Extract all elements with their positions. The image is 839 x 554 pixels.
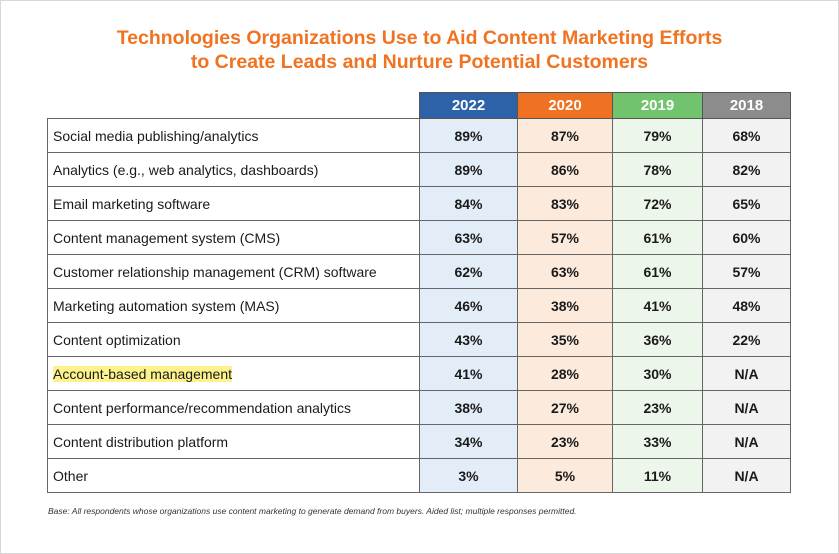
cell-2022: 89% (419, 152, 518, 187)
cell-2020: 83% (517, 186, 613, 221)
row-label: Content performance/recommendation analy… (47, 390, 420, 425)
cell-2019: 72% (612, 186, 703, 221)
cell-2020: 27% (517, 390, 613, 425)
cell-2022: 41% (419, 356, 518, 391)
cell-2019: 79% (612, 118, 703, 153)
table-row: Marketing automation system (MAS) 46% 38% 4… (47, 288, 791, 323)
cell-2018: 57% (702, 254, 791, 289)
cell-2018: 65% (702, 186, 791, 221)
row-label: Analytics (e.g., web analytics, dashboar… (47, 152, 420, 187)
cell-2020: 57% (517, 220, 613, 255)
data-table: 2022 2020 2019 2018 Social media publishing… (47, 92, 791, 493)
cell-2019: 41% (612, 288, 703, 323)
column-header-2022: 2022 (419, 92, 518, 119)
table-row: Customer relationship management (CRM) s… (47, 254, 791, 289)
table-row: Social media publishing/analytics 89% 87% 7… (47, 118, 791, 153)
cell-2022: 89% (419, 118, 518, 153)
cell-2022: 3% (419, 458, 518, 493)
cell-2018: 68% (702, 118, 791, 153)
row-label-text: Social media publishing/analytics (53, 127, 259, 144)
cell-2018: 22% (702, 322, 791, 357)
table-row: Content distribution platform 34% 23% 33% N/… (47, 424, 791, 459)
row-label-text: Content performance/recommendation analy… (53, 399, 352, 416)
cell-2020: 23% (517, 424, 613, 459)
table-row: Account-based management 41% 28% 30% N/A (47, 356, 791, 391)
cell-2019: 11% (612, 458, 703, 493)
column-header-2018: 2018 (702, 92, 791, 119)
row-label: Marketing automation system (MAS) (47, 288, 420, 323)
row-label: Content distribution platform (47, 424, 420, 459)
footnote: Base: All respondents whose organization… (48, 506, 577, 516)
row-label: Content management system (CMS) (47, 220, 420, 255)
cell-2018: N/A (702, 390, 791, 425)
cell-2022: 43% (419, 322, 518, 357)
table-body: Social media publishing/analytics 89% 87% 7… (47, 118, 791, 493)
cell-2020: 63% (517, 254, 613, 289)
cell-2022: 63% (419, 220, 518, 255)
row-label-text: Customer relationship management (CRM) s… (53, 263, 377, 280)
row-label-text: Other (53, 467, 89, 484)
column-header-2019: 2019 (612, 92, 703, 119)
row-label-text: Email marketing software (53, 195, 211, 212)
cell-2022: 34% (419, 424, 518, 459)
cell-2018: N/A (702, 424, 791, 459)
cell-2019: 61% (612, 254, 703, 289)
cell-2018: 82% (702, 152, 791, 187)
cell-2019: 30% (612, 356, 703, 391)
cell-2020: 28% (517, 356, 613, 391)
cell-2020: 87% (517, 118, 613, 153)
cell-2018: 48% (702, 288, 791, 323)
cell-2020: 86% (517, 152, 613, 187)
cell-2022: 46% (419, 288, 518, 323)
cell-2019: 36% (612, 322, 703, 357)
cell-2022: 38% (419, 390, 518, 425)
cell-2018: 60% (702, 220, 791, 255)
chart-title-line-1: Technologies Organizations Use to Aid Co… (116, 27, 723, 49)
row-label: Other (47, 458, 420, 493)
row-label-text: Account-based management (53, 365, 232, 382)
table-row: Email marketing software 84% 83% 72% 65% (47, 186, 791, 221)
chart-title-line-2: to Create Leads and Nurture Potential Cu… (190, 51, 649, 73)
cell-2019: 78% (612, 152, 703, 187)
row-label-text: Analytics (e.g., web analytics, dashboar… (53, 161, 319, 178)
cell-2020: 38% (517, 288, 613, 323)
cell-2019: 33% (612, 424, 703, 459)
table-row: Content optimization 43% 35% 36% 22% (47, 322, 791, 357)
row-label-text: Content optimization (53, 331, 181, 348)
cell-2018: N/A (702, 356, 791, 391)
cell-2018: N/A (702, 458, 791, 493)
header-blank (48, 93, 420, 119)
cell-2019: 61% (612, 220, 703, 255)
row-label-text: Marketing automation system (MAS) (53, 297, 280, 314)
row-label: Social media publishing/analytics (47, 118, 420, 153)
table-row: Content management system (CMS) 63% 57% 61%… (47, 220, 791, 255)
cell-2022: 62% (419, 254, 518, 289)
row-label: Account-based management (47, 356, 420, 391)
table-row: Analytics (e.g., web analytics, dashboar… (47, 152, 791, 187)
row-label: Customer relationship management (CRM) s… (47, 254, 420, 289)
row-label: Email marketing software (47, 186, 420, 221)
row-label-text: Content management system (CMS) (53, 229, 281, 246)
cell-2020: 5% (517, 458, 613, 493)
cell-2019: 23% (612, 390, 703, 425)
cell-2022: 84% (419, 186, 518, 221)
row-label: Content optimization (47, 322, 420, 357)
header-row: 2022 2020 2019 2018 (48, 92, 791, 119)
cell-2020: 35% (517, 322, 613, 357)
row-label-text: Content distribution platform (53, 433, 229, 450)
table-row: Other 3% 5% 11% N/A (47, 458, 791, 493)
table-row: Content performance/recommendation analy… (47, 390, 791, 425)
column-header-2020: 2020 (517, 92, 613, 119)
